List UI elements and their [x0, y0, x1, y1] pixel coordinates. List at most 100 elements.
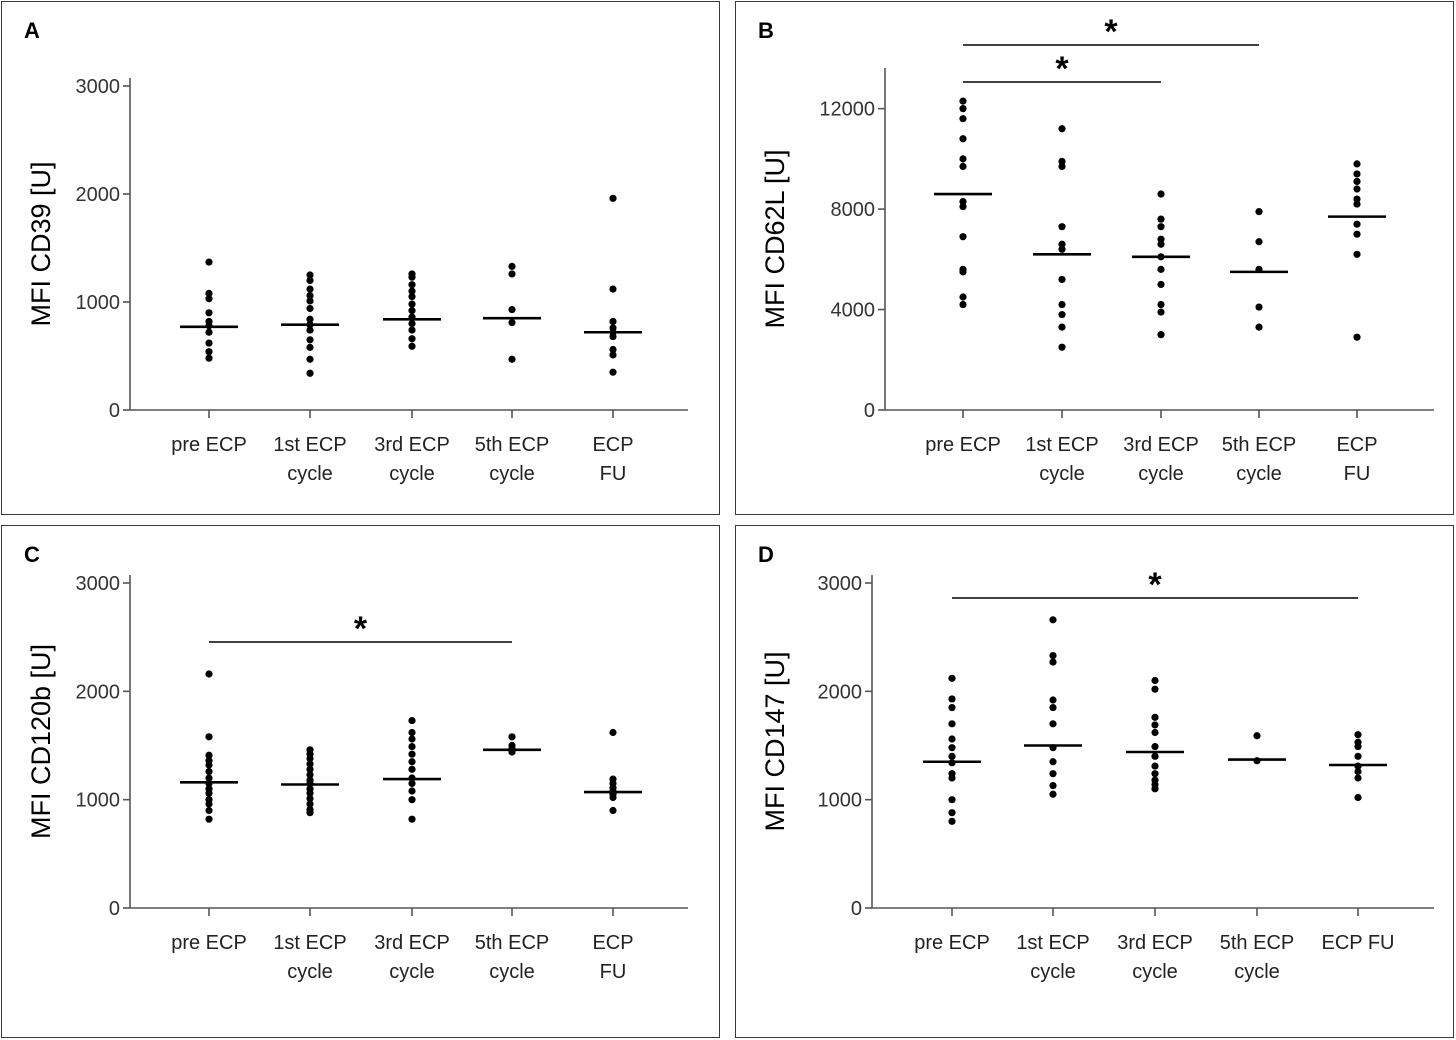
data-point — [1354, 731, 1362, 739]
data-point — [1255, 208, 1263, 216]
panel-letter: A — [24, 18, 40, 43]
data-point — [1058, 223, 1066, 231]
data-point — [1157, 280, 1165, 289]
y-tick-label: 12000 — [819, 99, 875, 121]
data-point — [1354, 793, 1362, 802]
x-tick-label: 3rd ECP — [374, 932, 450, 954]
data-point — [1058, 245, 1066, 253]
data-point — [306, 789, 314, 797]
data-point — [408, 716, 416, 725]
data-point — [205, 348, 213, 356]
data-point — [948, 720, 956, 728]
data-point — [1157, 215, 1165, 223]
chart-b-svg: B 0 4000 8000 12000 MFI CD62L [U] pre ECP 1st E… — [758, 13, 1434, 485]
data-point — [1157, 265, 1165, 273]
y-tick-label: 0 — [109, 898, 120, 920]
significance-star: * — [1055, 50, 1069, 88]
y-tick-label: 3000 — [818, 573, 863, 595]
data-point — [408, 750, 416, 758]
data-point — [959, 155, 967, 163]
x-tick-label: cycle — [287, 463, 333, 485]
data-point — [1157, 331, 1165, 339]
x-tick-label: cycle — [1138, 463, 1184, 485]
data-point — [408, 735, 416, 743]
data-point — [306, 765, 314, 773]
data-point — [205, 800, 213, 808]
data-point — [306, 291, 314, 300]
chart-a-svg: A 0 1000 2000 3000 MFI CD39 [U] pre ECP 1st ECP… — [24, 18, 688, 485]
y-tick-label: 1000 — [76, 292, 121, 314]
x-tick-label: 1st ECP — [273, 434, 346, 456]
y-tick-label: 4000 — [831, 300, 876, 322]
data-point — [1049, 781, 1057, 790]
data-point — [1049, 696, 1057, 704]
data-point — [306, 285, 314, 293]
data-point — [1049, 658, 1057, 666]
data-point — [306, 326, 314, 334]
data-point — [508, 305, 516, 314]
data-point — [306, 297, 314, 305]
data-point — [1157, 240, 1165, 248]
data-point — [1151, 713, 1159, 721]
y-tick-label: 0 — [851, 898, 862, 920]
data-point — [1151, 676, 1159, 685]
x-tick-label: cycle — [489, 961, 535, 983]
data-point — [948, 774, 956, 782]
x-tick-label: 5th ECP — [1222, 434, 1296, 456]
chart-d-svg: D 0 1000 2000 3000 MFI CD147 [U] pre ECP 1st EC… — [758, 542, 1434, 983]
data-point — [609, 368, 617, 376]
data-point — [1353, 333, 1361, 341]
data-point — [408, 742, 416, 751]
x-tick-label: ECP — [592, 434, 633, 456]
data-point — [306, 355, 314, 363]
data-point — [1353, 220, 1361, 228]
data-point — [205, 789, 213, 797]
x-tick-label: cycle — [287, 961, 333, 983]
data-point — [959, 105, 967, 113]
data-point — [205, 295, 213, 303]
data-point — [1049, 703, 1057, 712]
x-tick-label: 3rd ECP — [1117, 932, 1193, 954]
data-point — [1353, 185, 1361, 193]
data-point — [959, 197, 967, 206]
data-point — [205, 309, 213, 317]
data-point — [959, 233, 967, 241]
x-tick-label: pre ECP — [171, 434, 247, 456]
data-point — [408, 765, 416, 773]
data-point — [948, 796, 956, 804]
data-point — [508, 733, 516, 741]
data-point — [1049, 651, 1057, 660]
data-point — [1058, 240, 1066, 248]
data-point — [205, 670, 213, 678]
x-tick-label: cycle — [1039, 463, 1085, 485]
data-point — [1151, 685, 1159, 693]
data-point — [948, 809, 956, 817]
data-point — [948, 735, 956, 743]
data-point — [205, 761, 213, 769]
x-tick-label: cycle — [389, 463, 435, 485]
x-tick-label: 1st ECP — [273, 932, 346, 954]
y-tick-label: 2000 — [76, 184, 121, 206]
panel-a: A 0 1000 2000 3000 MFI CD39 [U] pre ECP 1st ECP… — [1, 1, 720, 515]
y-tick-label: 1000 — [76, 790, 121, 812]
data-point — [306, 304, 314, 313]
data-point — [1049, 758, 1057, 766]
data-point — [408, 281, 416, 289]
data-point — [205, 354, 213, 362]
x-tick-label: FU — [1344, 463, 1371, 485]
data-point — [1354, 752, 1362, 760]
x-tick-label: ECP — [592, 932, 633, 954]
data-point — [1058, 300, 1066, 309]
data-point — [1157, 223, 1165, 231]
data-point — [306, 343, 314, 351]
data-point — [508, 270, 516, 278]
data-point — [408, 293, 416, 301]
panel-letter: B — [758, 18, 774, 43]
data-point — [205, 806, 213, 815]
y-tick-label: 1000 — [818, 790, 863, 812]
data-point — [609, 285, 617, 293]
data-point — [1058, 125, 1066, 133]
data-point — [1058, 343, 1066, 351]
data-point — [1157, 190, 1165, 198]
data-point — [205, 774, 213, 782]
